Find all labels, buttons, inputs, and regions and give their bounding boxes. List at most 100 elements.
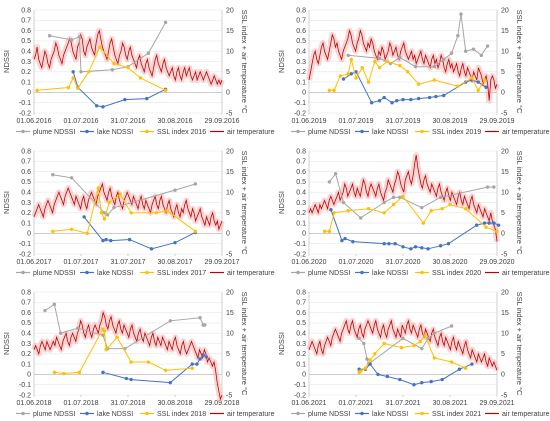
lake-point [420, 246, 424, 250]
legend-swatch-marker [360, 270, 364, 275]
lake-point [440, 377, 444, 382]
ssl-point [391, 202, 396, 207]
y-left-tick-label: -0.2 [294, 251, 306, 258]
x-tick-label: 29.09.2019 [479, 118, 514, 125]
lake-point [409, 97, 413, 102]
ssl-line [52, 187, 196, 235]
lake-point [385, 374, 390, 379]
y-right-tick-label: -5 [501, 392, 507, 399]
legend-swatch-marker [145, 411, 149, 416]
chart-panel-2016: -0.2 -0.1 0 0.1 0.2 0.3 0.4 0.5 0.6 0.7 0.8 -5 0 5 10 1… [2, 7, 275, 136]
ssl-point [470, 76, 474, 80]
x-tick-label: 01.06.2020 [291, 259, 326, 266]
ssl-point [327, 229, 332, 234]
legend-label: lake NDSSI [97, 129, 133, 136]
y-left-tick-label: 0.6 [21, 310, 31, 317]
x-tick-label: 01.06.2021 [291, 400, 326, 407]
y-right-tick-label: 20 [501, 289, 509, 296]
lake-point [173, 240, 177, 245]
legend-label: plume NDSSI [33, 129, 75, 136]
air-temperature-line [33, 29, 223, 86]
air-temperature-band [306, 317, 500, 372]
y-right-tick-label: 20 [226, 289, 234, 296]
plume-point [442, 57, 446, 62]
y-left-tick-label: -0.2 [19, 392, 31, 399]
x-tick-label: 31.07.2020 [385, 259, 420, 266]
ssl-point [129, 360, 133, 364]
ssl-point [363, 366, 368, 370]
ssl-point [99, 211, 104, 215]
ssl-point [432, 356, 437, 360]
ssl-point [146, 360, 151, 364]
y-left-tick-label: 0.2 [21, 210, 31, 217]
ssl-point [69, 227, 74, 231]
lake-point [401, 245, 405, 249]
plume-point [47, 34, 52, 38]
lake-point [426, 247, 430, 251]
ssl-point [418, 339, 422, 344]
ssl-point [349, 57, 353, 62]
lake-point [101, 105, 105, 109]
x-tick-label: 30.08.2016 [157, 118, 192, 125]
legend-swatch-marker [296, 270, 300, 275]
plume-point [438, 195, 443, 200]
x-tick-label: 31.07.2017 [110, 259, 145, 266]
x-tick-label: 01.07.2019 [338, 118, 373, 125]
legend-swatch-marker [360, 411, 364, 416]
air-temperature-line [308, 319, 498, 371]
legend-label: SSL index 2021 [432, 411, 481, 418]
y-left-title: NDSSI [2, 332, 11, 355]
lake-point [457, 367, 462, 371]
y-right-tick-label: 5 [501, 351, 505, 358]
lake-point [413, 245, 418, 249]
air-temperature-line [308, 155, 498, 242]
y-left-tick-label: -0.1 [19, 382, 31, 389]
lake-point [482, 221, 487, 225]
ssl-point [440, 206, 444, 211]
plume-point [333, 171, 338, 176]
plume-point [485, 185, 490, 189]
y-left-tick-label: 0.8 [296, 7, 306, 14]
x-tick-label: 29.09.2021 [479, 400, 514, 407]
ssl-point [456, 84, 460, 88]
y-right-title: SSL index + air temperature °C [240, 10, 249, 114]
lake-point [429, 379, 433, 384]
legend-swatch-marker [85, 129, 89, 134]
y-left-tick-label: 0.5 [296, 179, 306, 186]
lake-point [71, 70, 75, 74]
ssl-point [112, 61, 116, 66]
y-right-tick-label: 15 [226, 169, 234, 176]
y-right-tick-label: 10 [226, 331, 234, 338]
plume-point [112, 205, 116, 210]
lake-point [109, 238, 113, 243]
plume-point [391, 195, 396, 200]
lake-point [204, 355, 209, 359]
air-temperature-line [308, 29, 498, 101]
ssl-point [332, 211, 336, 215]
y-left-tick-label: 0.1 [21, 220, 31, 227]
y-left-tick-label: 0.7 [21, 300, 31, 307]
plume-point [449, 324, 454, 328]
plume-point [168, 319, 172, 323]
y-left-tick-label: 0.5 [296, 38, 306, 45]
ssl-point [193, 229, 198, 234]
ssl-point [66, 85, 71, 90]
y-right-tick-label: 15 [226, 28, 234, 35]
chart-panel-2018: -0.2 -0.1 0 0.1 0.2 0.3 0.4 0.5 0.6 0.7 0.8 -5 0 5 10 1… [2, 289, 275, 418]
lake-line [83, 216, 196, 250]
y-right-tick-label: -5 [226, 392, 232, 399]
y-right-tick-label: 5 [226, 69, 230, 76]
air-temperature-line [33, 182, 223, 231]
y-left-tick-label: -0.1 [19, 100, 31, 107]
plume-point [365, 357, 369, 361]
legend-label: lake NDSSI [97, 270, 133, 277]
legend-swatch-marker [420, 270, 424, 275]
ssl-point [118, 192, 122, 196]
y-left-title: NDSSI [277, 332, 286, 355]
y-left-tick-label: 0 [302, 90, 306, 97]
legend-label: plume NDSSI [33, 270, 75, 277]
y-left-tick-label: 0.2 [296, 210, 306, 217]
plume-point [449, 51, 454, 55]
ssl-point [495, 229, 499, 234]
ssl-point [163, 88, 168, 93]
